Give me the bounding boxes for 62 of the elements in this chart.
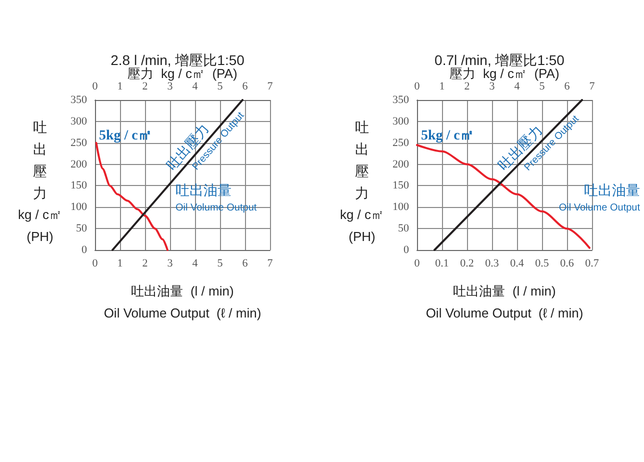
y-tick-label: 100: [70, 201, 88, 214]
x-tick-label: 6: [242, 258, 248, 270]
x-tick-label: 0.6: [560, 258, 574, 270]
x-tick-label: 4: [192, 258, 198, 270]
x-tick-label: 0.7: [585, 258, 600, 270]
x-tick-label: 0: [414, 258, 420, 270]
y-tick-label: 0: [82, 244, 88, 256]
y-tick-label: 50: [398, 222, 410, 235]
x2-tick-label: 3: [489, 80, 496, 92]
x2-tick-label: 4: [192, 80, 198, 92]
y-tick-label: 0: [404, 244, 410, 256]
annotation: Oil Volume Output: [176, 202, 257, 214]
x-tick-label: 0.2: [460, 258, 474, 270]
x-axis-title: 吐出油量 (l / min) Oil Volume Output (ℓ / min): [426, 284, 584, 320]
x2-tick-label: 1: [439, 80, 445, 92]
y-tick-label: 350: [70, 94, 88, 106]
chart-title: 0.7l /min, 增壓比1:50: [434, 52, 565, 68]
y-tick-label: 50: [76, 222, 88, 235]
x-tick-label: 3: [167, 258, 174, 270]
x-tick-label: 0: [92, 258, 98, 270]
y-tick-label: 350: [392, 94, 410, 106]
x-tick-label: 0.3: [485, 258, 500, 270]
annotation: 5kg / c㎡: [421, 128, 474, 144]
y-tick-label: 300: [70, 115, 88, 128]
y-tick-label: 200: [70, 158, 88, 170]
x-tick-label: 7: [267, 258, 274, 270]
annotation: 吐出油量: [584, 182, 640, 198]
x2-tick-label: 2: [142, 80, 148, 92]
x2-tick-label: 4: [514, 80, 520, 92]
x-tick-label: 1: [117, 258, 123, 270]
x2-axis-title: 壓力 kg / c㎡ (PA): [450, 66, 560, 81]
x-tick-label: 0.4: [510, 258, 524, 270]
x2-tick-label: 3: [167, 80, 174, 92]
x2-tick-label: 0: [92, 80, 98, 92]
y-axis-title: 吐出壓力 kg / c㎡ (PH): [18, 119, 62, 244]
x-tick-label: 2: [142, 258, 148, 270]
x2-tick-label: 7: [267, 80, 274, 92]
x-tick-label: 0.1: [435, 258, 449, 270]
annotation: Oil Volume Output: [558, 202, 640, 214]
y-tick-label: 250: [70, 136, 88, 149]
y-tick-label: 150: [70, 180, 88, 192]
x-tick-label: 5: [217, 258, 224, 270]
x2-tick-label: 5: [539, 80, 546, 92]
x2-axis-title: 壓力 kg / c㎡ (PA): [128, 66, 238, 81]
annotation: 5kg / c㎡: [99, 128, 152, 144]
x2-tick-label: 6: [564, 80, 570, 92]
x2-tick-label: 1: [117, 80, 123, 92]
y-tick-label: 100: [392, 201, 410, 214]
y-tick-label: 250: [392, 136, 410, 149]
y-axis-title: 吐出壓力 kg / c㎡ (PH): [340, 119, 384, 244]
y-tick-label: 300: [392, 115, 410, 128]
x2-tick-label: 5: [217, 80, 224, 92]
x-axis-title: 吐出油量 (l / min) Oil Volume Output (ℓ / min): [104, 284, 262, 320]
x-tick-label: 0.5: [535, 258, 550, 270]
y-tick-label: 200: [392, 158, 410, 170]
x2-tick-label: 6: [242, 80, 248, 92]
chart-title: 2.8 l /min, 增壓比1:50: [110, 52, 245, 68]
x2-tick-label: 7: [589, 80, 596, 92]
x2-tick-label: 2: [464, 80, 470, 92]
y-tick-label: 150: [392, 180, 410, 192]
annotation: 吐出油量: [176, 182, 232, 198]
x2-tick-label: 0: [414, 80, 420, 92]
